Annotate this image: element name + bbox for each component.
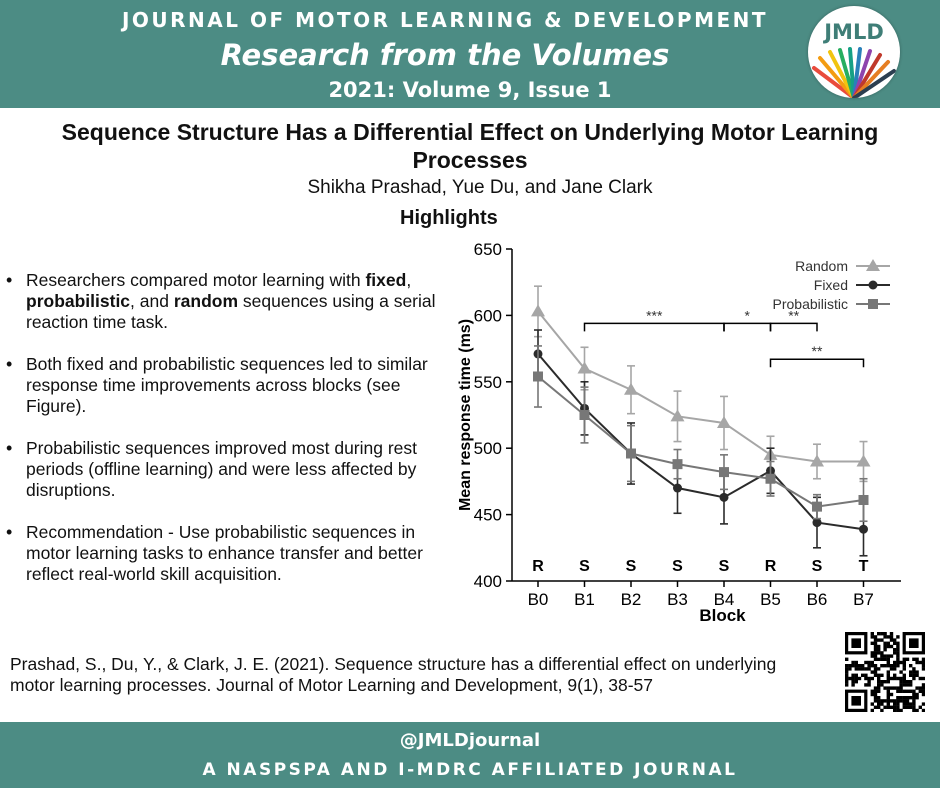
highlight-emphasis: probabilistic [26,291,131,311]
block-type-label: S [626,558,637,575]
twitter-handle[interactable]: @JMLDjournal [399,730,541,751]
random-point [624,382,638,395]
legend-marker-random [866,259,880,271]
fixed-point [719,492,729,502]
significance-bracket [769,322,818,332]
probabilistic-point [672,459,683,470]
random-point [577,361,592,374]
y-tick-label: 400 [474,572,502,591]
random-point [810,454,824,467]
legend-marker-fixed [868,280,878,290]
fixed-series-line [537,353,864,531]
x-tick-label: B5 [760,590,781,609]
random-point [717,415,731,428]
block-type-label: R [532,558,544,575]
block-type-label: S [812,558,823,575]
y-tick-label: 600 [474,306,502,325]
highlight-text: Both fixed and probabilistic sequences l… [26,354,428,416]
fixed-point [812,518,822,528]
x-axis-label: Block [699,606,746,625]
highlight-item: Both fixed and probabilistic sequences l… [6,354,446,417]
journal-name: JOURNAL OF MOTOR LEARNING & DEVELOPMENT [121,8,769,32]
highlights-list: Researchers compared motor learning with… [6,270,446,606]
authors: Shikha Prashad, Yue Du, and Jane Clark [307,177,653,198]
x-tick-label: B3 [667,590,688,609]
random-point [531,304,545,317]
highlight-text: , and [130,291,174,311]
highlight-text: Researchers compared motor learning with [26,270,366,290]
block-type-label: S [579,558,590,575]
x-tick-label: B4 [714,590,735,609]
y-tick-label: 550 [474,373,502,392]
significance-bracket [583,322,725,332]
highlight-text: Recommendation - Use probabilistic seque… [26,522,423,584]
x-tick-label: B2 [621,590,642,609]
y-tick-label: 450 [474,506,502,525]
highlight-text: , [406,270,412,290]
highlights-heading: Highlights [400,207,498,229]
x-tick-label: B6 [807,590,828,609]
y-tick-label: 500 [474,439,502,458]
random-point [670,409,685,422]
legend-label-fixed: Fixed [814,277,848,293]
significance-label: ** [812,343,823,359]
series-title: Research from the Volumes [220,38,670,72]
highlight-emphasis: fixed [365,270,407,290]
block-type-label: R [765,558,777,575]
significance-bracket [723,322,772,332]
probabilistic-series-line [537,375,864,508]
fixed-point [673,483,682,493]
random-point [856,454,871,467]
jmld-logo: JMLD [808,6,900,98]
highlight-text: Probabilistic sequences improved most du… [26,438,418,500]
legend-label-probabilistic: Probabilistic [773,296,848,312]
block-type-label: S [719,558,730,575]
block-type-label: T [859,558,869,575]
probabilistic-point [579,410,590,420]
significance-label: * [745,307,751,323]
probabilistic-point [765,473,776,484]
footer-banner: @JMLDjournal A NASPSPA AND I-MDRC AFFILI… [0,722,940,788]
qr-code-icon[interactable] [845,632,925,712]
y-axis-label: Mean response time (ms) [457,319,474,511]
highlight-item: Researchers compared motor learning with… [6,270,446,333]
x-tick-label: B1 [574,590,595,609]
header-banner: JOURNAL OF MOTOR LEARNING & DEVELOPMENT … [0,0,940,108]
citation: Prashad, S., Du, Y., & Clark, J. E. (202… [10,654,777,695]
logo-rays-icon [812,47,896,98]
response-time-chart: 400 450 500 550 600 650 B0 R B1 S B2 S B3 S B4 S B5 R B6 S B… [457,240,901,625]
probabilistic-point [812,501,822,512]
fixed-point [859,524,868,534]
significance-bracket [769,358,865,368]
affiliation: A NASPSPA AND I-MDRC AFFILIATED JOURNAL [202,760,738,780]
highlight-item: Recommendation - Use probabilistic seque… [6,522,446,585]
block-type-label: S [672,558,683,575]
legend-marker-probabilistic [868,299,878,309]
legend-label-random: Random [795,258,848,274]
probabilistic-point [858,494,869,505]
article-title: Sequence Structure Has a Differential Ef… [61,119,879,173]
x-tick-label: B0 [528,590,549,609]
probabilistic-point [533,371,543,382]
probabilistic-point [719,467,729,478]
x-tick-label: B7 [853,590,874,609]
random-series-line [537,310,864,463]
highlight-text: sequences using a serial reaction time t… [26,291,436,332]
significance-label: ** [788,307,799,323]
highlight-emphasis: random [173,291,239,311]
probabilistic-point [626,448,636,459]
volume-label: 2021: Volume 9, Issue 1 [328,78,612,102]
y-tick-label: 650 [474,240,502,259]
highlight-item: Probabilistic sequences improved most du… [6,438,446,501]
significance-label: *** [646,307,663,323]
logo-text: JMLD [824,20,884,44]
